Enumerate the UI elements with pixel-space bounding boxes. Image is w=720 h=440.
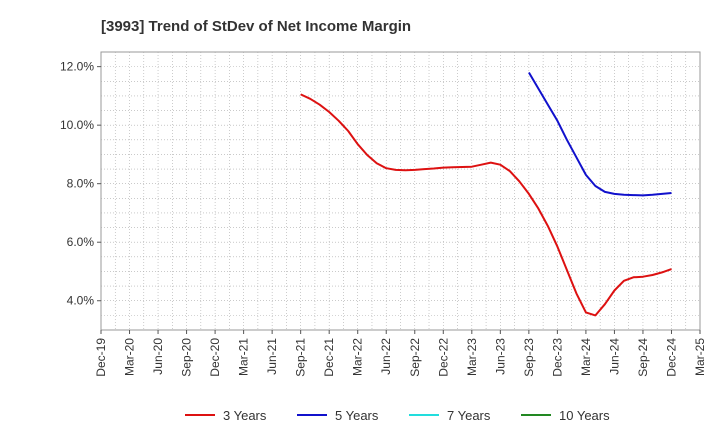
y-tick-label: 6.0% xyxy=(67,235,95,249)
grid-lines xyxy=(101,52,700,330)
y-tick-label: 8.0% xyxy=(67,177,95,191)
legend-label-7-years: 7 Years xyxy=(447,408,491,423)
legend: 3 Years 5 Years 7 Years 10 Years xyxy=(185,408,610,423)
x-tick-label: Mar-23 xyxy=(465,338,479,376)
x-tick-label: Jun-20 xyxy=(151,338,165,375)
x-tick-label: Dec-24 xyxy=(664,338,678,377)
x-tick-label: Mar-21 xyxy=(237,338,251,376)
y-tick-label: 4.0% xyxy=(67,294,95,308)
x-tick-label: Sep-20 xyxy=(180,338,194,377)
x-tick-label: Dec-22 xyxy=(436,338,450,377)
x-tick-label: Sep-22 xyxy=(408,338,422,377)
x-tick-label: Sep-21 xyxy=(294,338,308,377)
x-tick-label: Mar-25 xyxy=(693,338,707,376)
y-tick-label: 12.0% xyxy=(60,60,94,74)
y-axis: 4.0% 6.0% 8.0% 10.0% 12.0% xyxy=(60,60,101,308)
series-lines xyxy=(300,71,672,317)
x-tick-label: Jun-21 xyxy=(265,338,279,375)
x-tick-label: Mar-24 xyxy=(579,338,593,376)
chart-title: [3993] Trend of StDev of Net Income Marg… xyxy=(101,18,411,35)
x-tick-label: Dec-20 xyxy=(208,338,222,377)
legend-label-5-years: 5 Years xyxy=(335,408,379,423)
x-tick-label: Sep-24 xyxy=(636,338,650,377)
legend-label-10-years: 10 Years xyxy=(559,408,610,423)
x-tick-label: Jun-24 xyxy=(607,338,621,375)
y-tick-label: 10.0% xyxy=(60,118,94,132)
legend-label-3-years: 3 Years xyxy=(223,408,267,423)
x-tick-label: Dec-21 xyxy=(322,338,336,377)
series-line-5-years xyxy=(528,71,672,197)
x-tick-label: Jun-22 xyxy=(379,338,393,375)
x-tick-label: Sep-23 xyxy=(522,338,536,377)
x-tick-label: Jun-23 xyxy=(493,338,507,375)
x-axis: Dec-19 Mar-20 Jun-20 Sep-20 Dec-20 Mar-21 Jun-… xyxy=(94,330,707,377)
x-tick-label: Dec-23 xyxy=(550,338,564,377)
x-tick-label: Dec-19 xyxy=(94,338,108,377)
x-tick-label: Mar-22 xyxy=(351,338,365,376)
x-tick-label: Mar-20 xyxy=(123,338,137,376)
series-line-3-years xyxy=(300,93,672,317)
